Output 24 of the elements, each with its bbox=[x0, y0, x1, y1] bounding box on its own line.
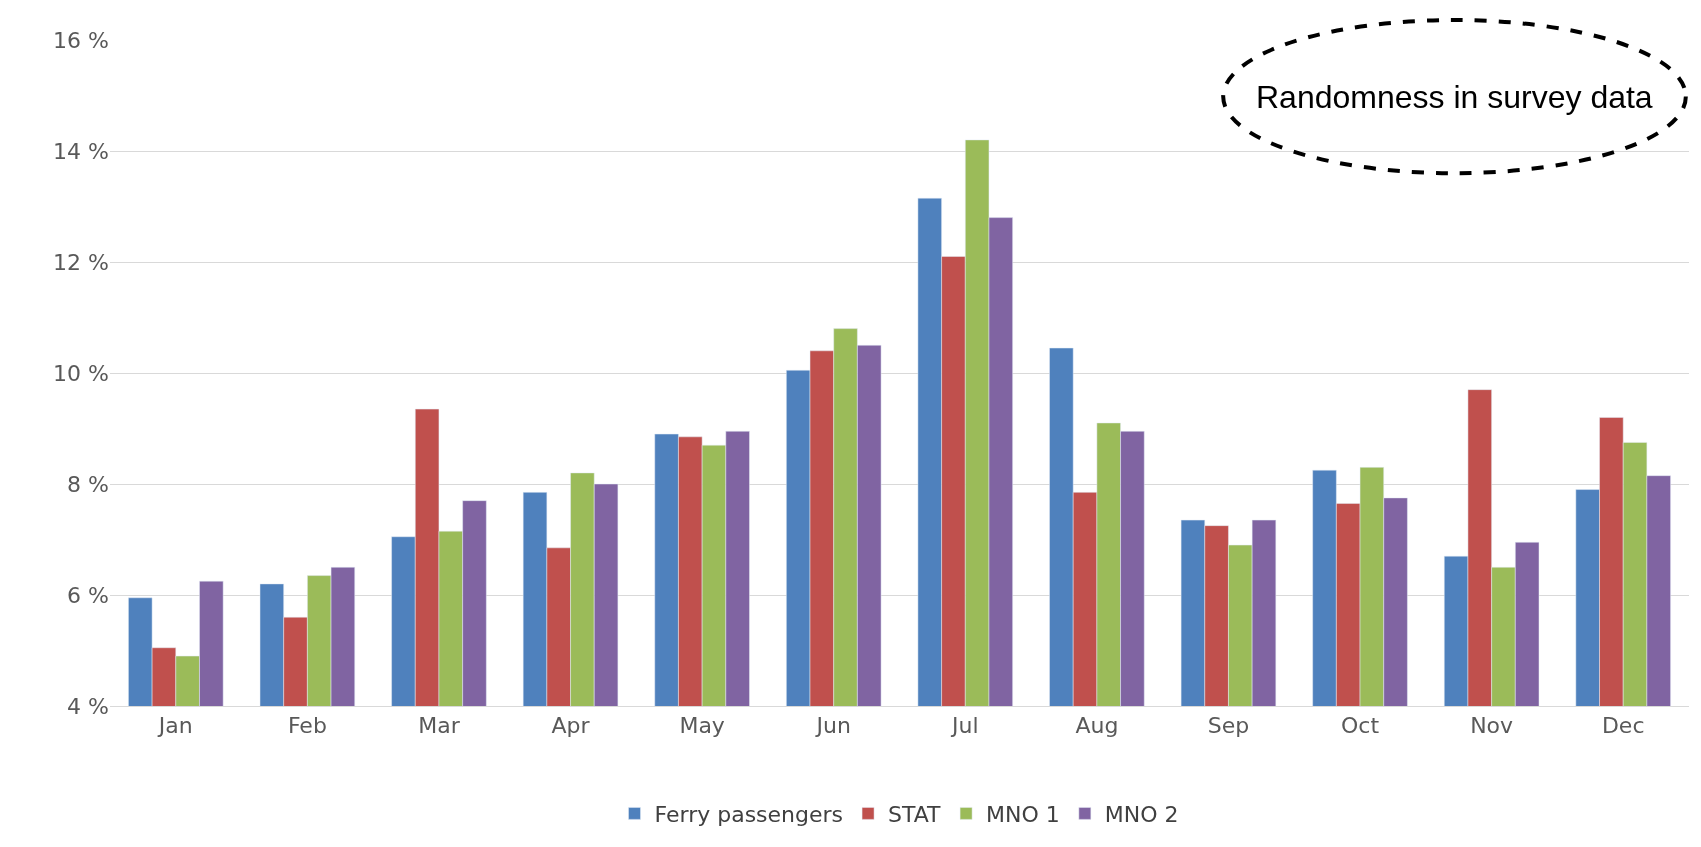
y-tick-label: 6 % bbox=[67, 582, 109, 608]
x-tick-label: Jul bbox=[950, 713, 979, 739]
x-tick-label: Jan bbox=[156, 713, 193, 739]
y-tick-label: 10 % bbox=[53, 360, 109, 386]
x-tick-label: Feb bbox=[287, 713, 327, 739]
x-tick-label: May bbox=[679, 713, 725, 739]
x-tick-label: Dec bbox=[1601, 713, 1645, 739]
x-tick-label: Sep bbox=[1207, 713, 1250, 739]
y-tick-label: 16 % bbox=[53, 27, 109, 53]
legend-label: MNO 2 bbox=[1104, 801, 1179, 827]
y-tick-label: 4 % bbox=[67, 693, 109, 719]
y-tick-label: 12 % bbox=[53, 249, 109, 275]
legend-label: MNO 1 bbox=[986, 801, 1060, 827]
y-tick-label: 14 % bbox=[53, 138, 109, 164]
x-tick-label: Aug bbox=[1075, 713, 1119, 739]
y-tick-label: 8 % bbox=[67, 471, 109, 497]
x-tick-label: Apr bbox=[551, 713, 591, 739]
x-tick-label: Mar bbox=[418, 713, 461, 739]
x-tick-label: Jun bbox=[814, 713, 851, 739]
legend-label: Ferry passengers bbox=[654, 801, 844, 827]
annotation: Randomness in survey data bbox=[1256, 79, 1653, 115]
x-tick-label: Oct bbox=[1341, 713, 1380, 739]
legend-label: STAT bbox=[888, 801, 942, 827]
x-tick-label: Nov bbox=[1470, 713, 1514, 739]
